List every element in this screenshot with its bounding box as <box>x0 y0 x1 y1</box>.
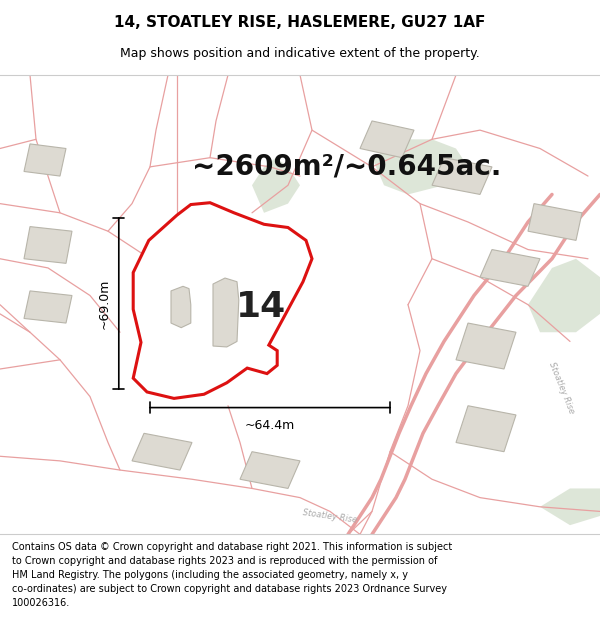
Polygon shape <box>240 452 300 489</box>
Polygon shape <box>360 121 414 158</box>
Polygon shape <box>24 144 66 176</box>
Text: Map shows position and indicative extent of the property.: Map shows position and indicative extent… <box>120 48 480 61</box>
Text: ~64.4m: ~64.4m <box>245 419 295 432</box>
Polygon shape <box>24 291 72 323</box>
Polygon shape <box>132 433 192 470</box>
Text: ~69.0m: ~69.0m <box>97 278 110 329</box>
Text: Contains OS data © Crown copyright and database right 2021. This information is : Contains OS data © Crown copyright and d… <box>12 542 452 608</box>
Polygon shape <box>252 158 300 212</box>
Polygon shape <box>171 286 191 328</box>
Polygon shape <box>133 202 312 398</box>
Polygon shape <box>528 259 600 332</box>
Text: 14, STOATLEY RISE, HASLEMERE, GU27 1AF: 14, STOATLEY RISE, HASLEMERE, GU27 1AF <box>115 15 485 30</box>
Polygon shape <box>456 323 516 369</box>
Text: Stoatley Rise: Stoatley Rise <box>547 360 575 414</box>
Polygon shape <box>540 489 600 525</box>
Text: ~2609m²/~0.645ac.: ~2609m²/~0.645ac. <box>192 153 502 181</box>
Text: 14: 14 <box>236 290 286 324</box>
Polygon shape <box>432 158 492 194</box>
Polygon shape <box>528 204 582 241</box>
Polygon shape <box>24 227 72 263</box>
Polygon shape <box>213 278 239 347</box>
Polygon shape <box>480 249 540 286</box>
Polygon shape <box>372 139 468 194</box>
Polygon shape <box>456 406 516 452</box>
Text: Stoatley Rise: Stoatley Rise <box>302 508 358 524</box>
